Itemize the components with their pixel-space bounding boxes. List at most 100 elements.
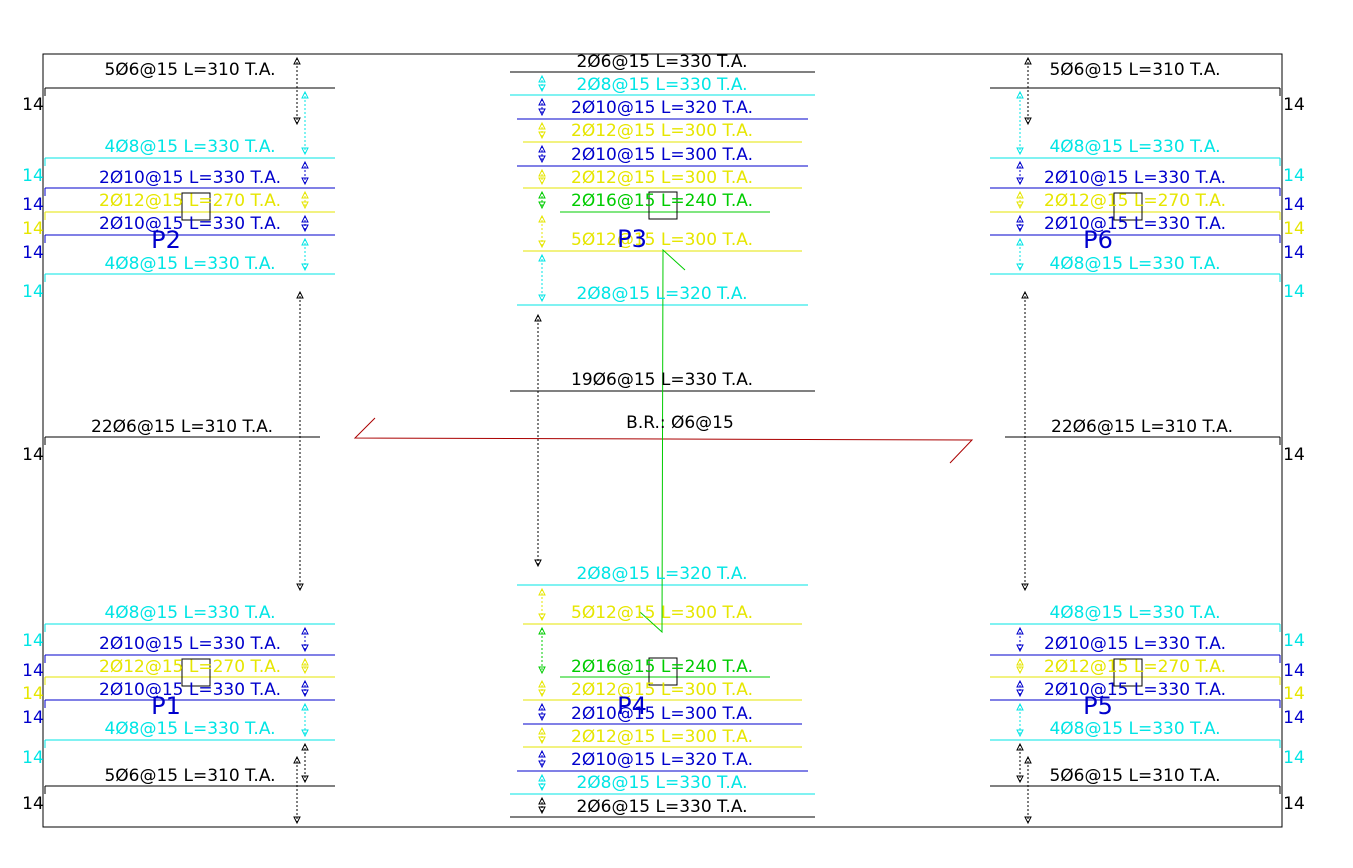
spacing-dimension-arrow-top (538, 74, 546, 83)
rebar-label: 2Ø10@15 L=300 T.A. (571, 704, 753, 724)
spacing-dimension-arrow-top (1021, 290, 1029, 299)
spacing-dimension-arrow-bottom (1024, 117, 1032, 126)
pier-box (648, 657, 678, 686)
spacing-dimension-arrow-top (301, 160, 309, 169)
slab-frame (42, 53, 1283, 828)
spacing-dimension-arrow-top (1016, 702, 1024, 711)
hook-number: 14 (22, 661, 44, 681)
spacing-dimension-arrow-bottom (1016, 689, 1024, 698)
spacing-dimension-arrow-top (1016, 160, 1024, 169)
hook-number: 14 (1283, 748, 1305, 768)
spacing-dimension-arrow-top (538, 749, 546, 758)
spacing-dimension-arrow-top (538, 702, 546, 711)
hook-number: 14 (1283, 631, 1305, 651)
spacing-dimension-arrow-top (538, 190, 546, 199)
spacing-dimension-arrow-top (1024, 755, 1032, 764)
rebar-label: 5Ø6@15 L=310 T.A. (1049, 766, 1220, 786)
hook-number: 14 (22, 748, 44, 768)
hook-number: 14 (22, 794, 44, 814)
rebar-labels: 5Ø6@15 L=310 T.A. 4Ø8@15 L=330 T.A. 2Ø10@1… (22, 52, 1305, 817)
rebar-label: 2Ø12@15 L=270 T.A. (99, 191, 281, 211)
spacing-dimension-arrow-top (538, 726, 546, 735)
rebar-label: 2Ø10@15 L=330 T.A. (99, 168, 281, 188)
pier-label: P5 (1083, 692, 1113, 720)
rebar-label: 2Ø12@15 L=300 T.A. (571, 680, 753, 700)
hook-number: 14 (22, 445, 44, 465)
spacing-dimension-arrow-top (538, 214, 546, 223)
spacing-dimension-arrow-top (301, 742, 309, 751)
spacing-dimension-arrow-bottom (538, 240, 546, 249)
rebar-label: 2Ø10@15 L=300 T.A. (571, 145, 753, 165)
spacing-dimension-arrow-top (534, 313, 542, 322)
spacing-dimension-arrow-bottom (301, 177, 309, 186)
hook-number: 14 (22, 95, 44, 115)
spacing-dimension-arrow-top (301, 190, 309, 199)
hook-number: 14 (22, 708, 44, 728)
spacing-dimension-arrow-bottom (538, 84, 546, 93)
spacing-dimension-arrow-top (301, 237, 309, 246)
rebar-label: 5Ø12@15 L=300 T.A. (571, 230, 753, 250)
spacing-dimension-arrow-bottom (538, 806, 546, 815)
rebar-label: 4Ø8@15 L=330 T.A. (104, 603, 275, 623)
spacing-dimension-arrow-top (301, 657, 309, 666)
spacing-dimension-arrow-bottom (301, 263, 309, 272)
spacing-dimension-arrow-top (296, 290, 304, 299)
rebar-label: 2Ø16@15 L=240 T.A. (571, 657, 753, 677)
spacing-dimension-arrow-bottom (1016, 201, 1024, 210)
hook-number: 14 (22, 631, 44, 651)
spacing-dimension-arrow-top (1016, 190, 1024, 199)
spacing-dimension-arrow-bottom (538, 294, 546, 303)
rebar-label: 22Ø6@15 L=310 T.A. (1051, 417, 1233, 437)
pier-label: P3 (617, 225, 647, 253)
spacing-dimension-arrow-top (538, 144, 546, 153)
hook-number: 14 (1283, 661, 1305, 681)
spacing-dimension-arrow-bottom (301, 689, 309, 698)
rebar-label: 5Ø6@15 L=310 T.A. (104, 766, 275, 786)
spacing-dimension-lines (293, 56, 1032, 825)
rebar-label: 5Ø6@15 L=310 T.A. (104, 60, 275, 80)
spacing-dimension-arrow-bottom (538, 201, 546, 210)
spacing-dimension-arrow-bottom (538, 177, 546, 186)
spacing-dimension-arrow-bottom (1016, 263, 1024, 272)
rebar-label: 2Ø16@15 L=240 T.A. (571, 191, 753, 211)
spacing-dimension-arrow-top (538, 121, 546, 130)
spacing-dimension-arrow-bottom (1021, 583, 1029, 592)
rebar-label: 2Ø6@15 L=330 T.A. (576, 52, 747, 72)
spacing-dimension-arrow-bottom (293, 816, 301, 825)
vertical-rebar (639, 248, 686, 634)
pier-label: P1 (151, 692, 181, 720)
pier-box (648, 191, 678, 220)
spacing-dimension-arrow-bottom (301, 775, 309, 784)
spacing-dimension-arrow-bottom (1016, 147, 1024, 156)
hook-number: 14 (1283, 243, 1305, 263)
hook-number: 14 (1283, 445, 1305, 465)
pier-label: P4 (617, 692, 647, 720)
rebar-label: 19Ø6@15 L=330 T.A. (571, 370, 753, 390)
hook-number: 14 (22, 219, 44, 239)
rebar-label: 22Ø6@15 L=310 T.A. (91, 417, 273, 437)
rebar-label: 2Ø12@15 L=270 T.A. (1044, 657, 1226, 677)
spacing-dimension-arrow-bottom (1024, 816, 1032, 825)
spacing-dimension-arrow-top (538, 168, 546, 177)
rebar-label: 2Ø10@15 L=330 T.A. (1044, 214, 1226, 234)
pier-box (181, 658, 211, 687)
spacing-dimension-arrow-bottom (538, 666, 546, 675)
hook-number: 14 (22, 195, 44, 215)
rebar-label: 2Ø8@15 L=320 T.A. (576, 284, 747, 304)
spacing-dimension-arrow-top (1016, 237, 1024, 246)
spacing-dimension-arrow-bottom (538, 736, 546, 745)
hook-number: 14 (1283, 684, 1305, 704)
spacing-dimension-arrow-bottom (1016, 729, 1024, 738)
pier-box (1113, 192, 1143, 221)
spacing-dimension-arrow-top (538, 587, 546, 596)
pier-markers (181, 191, 1143, 687)
spacing-dimension-arrow-top (293, 755, 301, 764)
spacing-dimension-arrow-bottom (538, 689, 546, 698)
spacing-dimension-arrow-bottom (1016, 224, 1024, 233)
spacing-dimension-arrow-bottom (538, 108, 546, 117)
rebar-label: 2Ø8@15 L=330 T.A. (576, 773, 747, 793)
rebar-label: 2Ø12@15 L=300 T.A. (571, 727, 753, 747)
rebar-label: 2Ø10@15 L=330 T.A. (1044, 168, 1226, 188)
rebar-label: 2Ø8@15 L=330 T.A. (576, 75, 747, 95)
